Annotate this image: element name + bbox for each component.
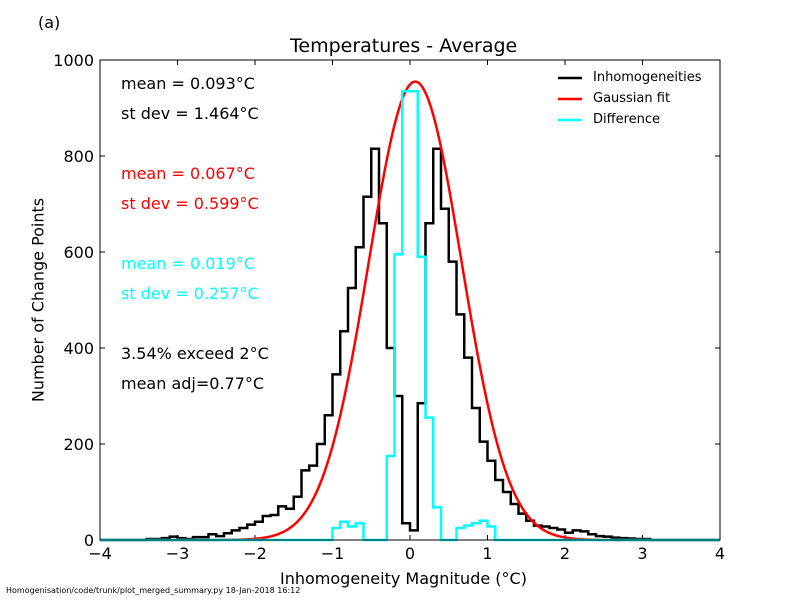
x-tick-label: −4 <box>88 544 112 563</box>
y-tick-label: 600 <box>63 243 94 262</box>
stat-exceed: 3.54% exceed 2°C <box>121 344 269 363</box>
series-inhomogeneities <box>100 147 720 542</box>
legend-label-gaussian-fit: Gaussian fit <box>593 91 671 106</box>
y-tick-label: 800 <box>63 147 94 166</box>
plot-frame <box>99 59 721 541</box>
series-difference <box>100 89 720 542</box>
stat-red-mean: mean = 0.067°C <box>121 164 255 183</box>
x-tick-label: −1 <box>321 544 345 563</box>
y-tick-label: 1000 <box>53 51 94 70</box>
stat-red-sd: st dev = 0.599°C <box>121 194 259 213</box>
x-tick-label: 2 <box>560 544 570 563</box>
legend-label-difference: Difference <box>593 112 661 127</box>
footer-text: Homogenisation/code/trunk/plot_merged_su… <box>6 586 301 595</box>
y-tick-label: 400 <box>63 339 94 358</box>
stat-black-sd: st dev = 1.464°C <box>121 104 259 123</box>
x-tick-label: −2 <box>243 544 267 563</box>
chart-title: Temperatures - Average <box>290 35 518 57</box>
x-axis-label: Inhomogeneity Magnitude (°C) <box>280 569 527 588</box>
x-tick-label: 1 <box>482 544 492 563</box>
x-tick-label: 0 <box>405 544 415 563</box>
stat-mean-adj: mean adj=0.77°C <box>121 374 265 393</box>
stat-black-mean: mean = 0.093°C <box>121 74 255 93</box>
legend-label-inhomogeneities: Inhomogeneities <box>593 70 702 85</box>
panel-label: (a) <box>38 13 61 32</box>
x-tick-label: −3 <box>166 544 190 563</box>
stat-cyan-mean: mean = 0.019°C <box>121 254 255 273</box>
series-gaussian-fit <box>100 80 720 542</box>
x-tick-label: 3 <box>637 544 647 563</box>
y-tick-label: 200 <box>63 435 94 454</box>
y-tick-label: 0 <box>84 531 94 550</box>
stat-cyan-sd: st dev = 0.257°C <box>121 284 259 303</box>
x-tick-label: 4 <box>715 544 725 563</box>
